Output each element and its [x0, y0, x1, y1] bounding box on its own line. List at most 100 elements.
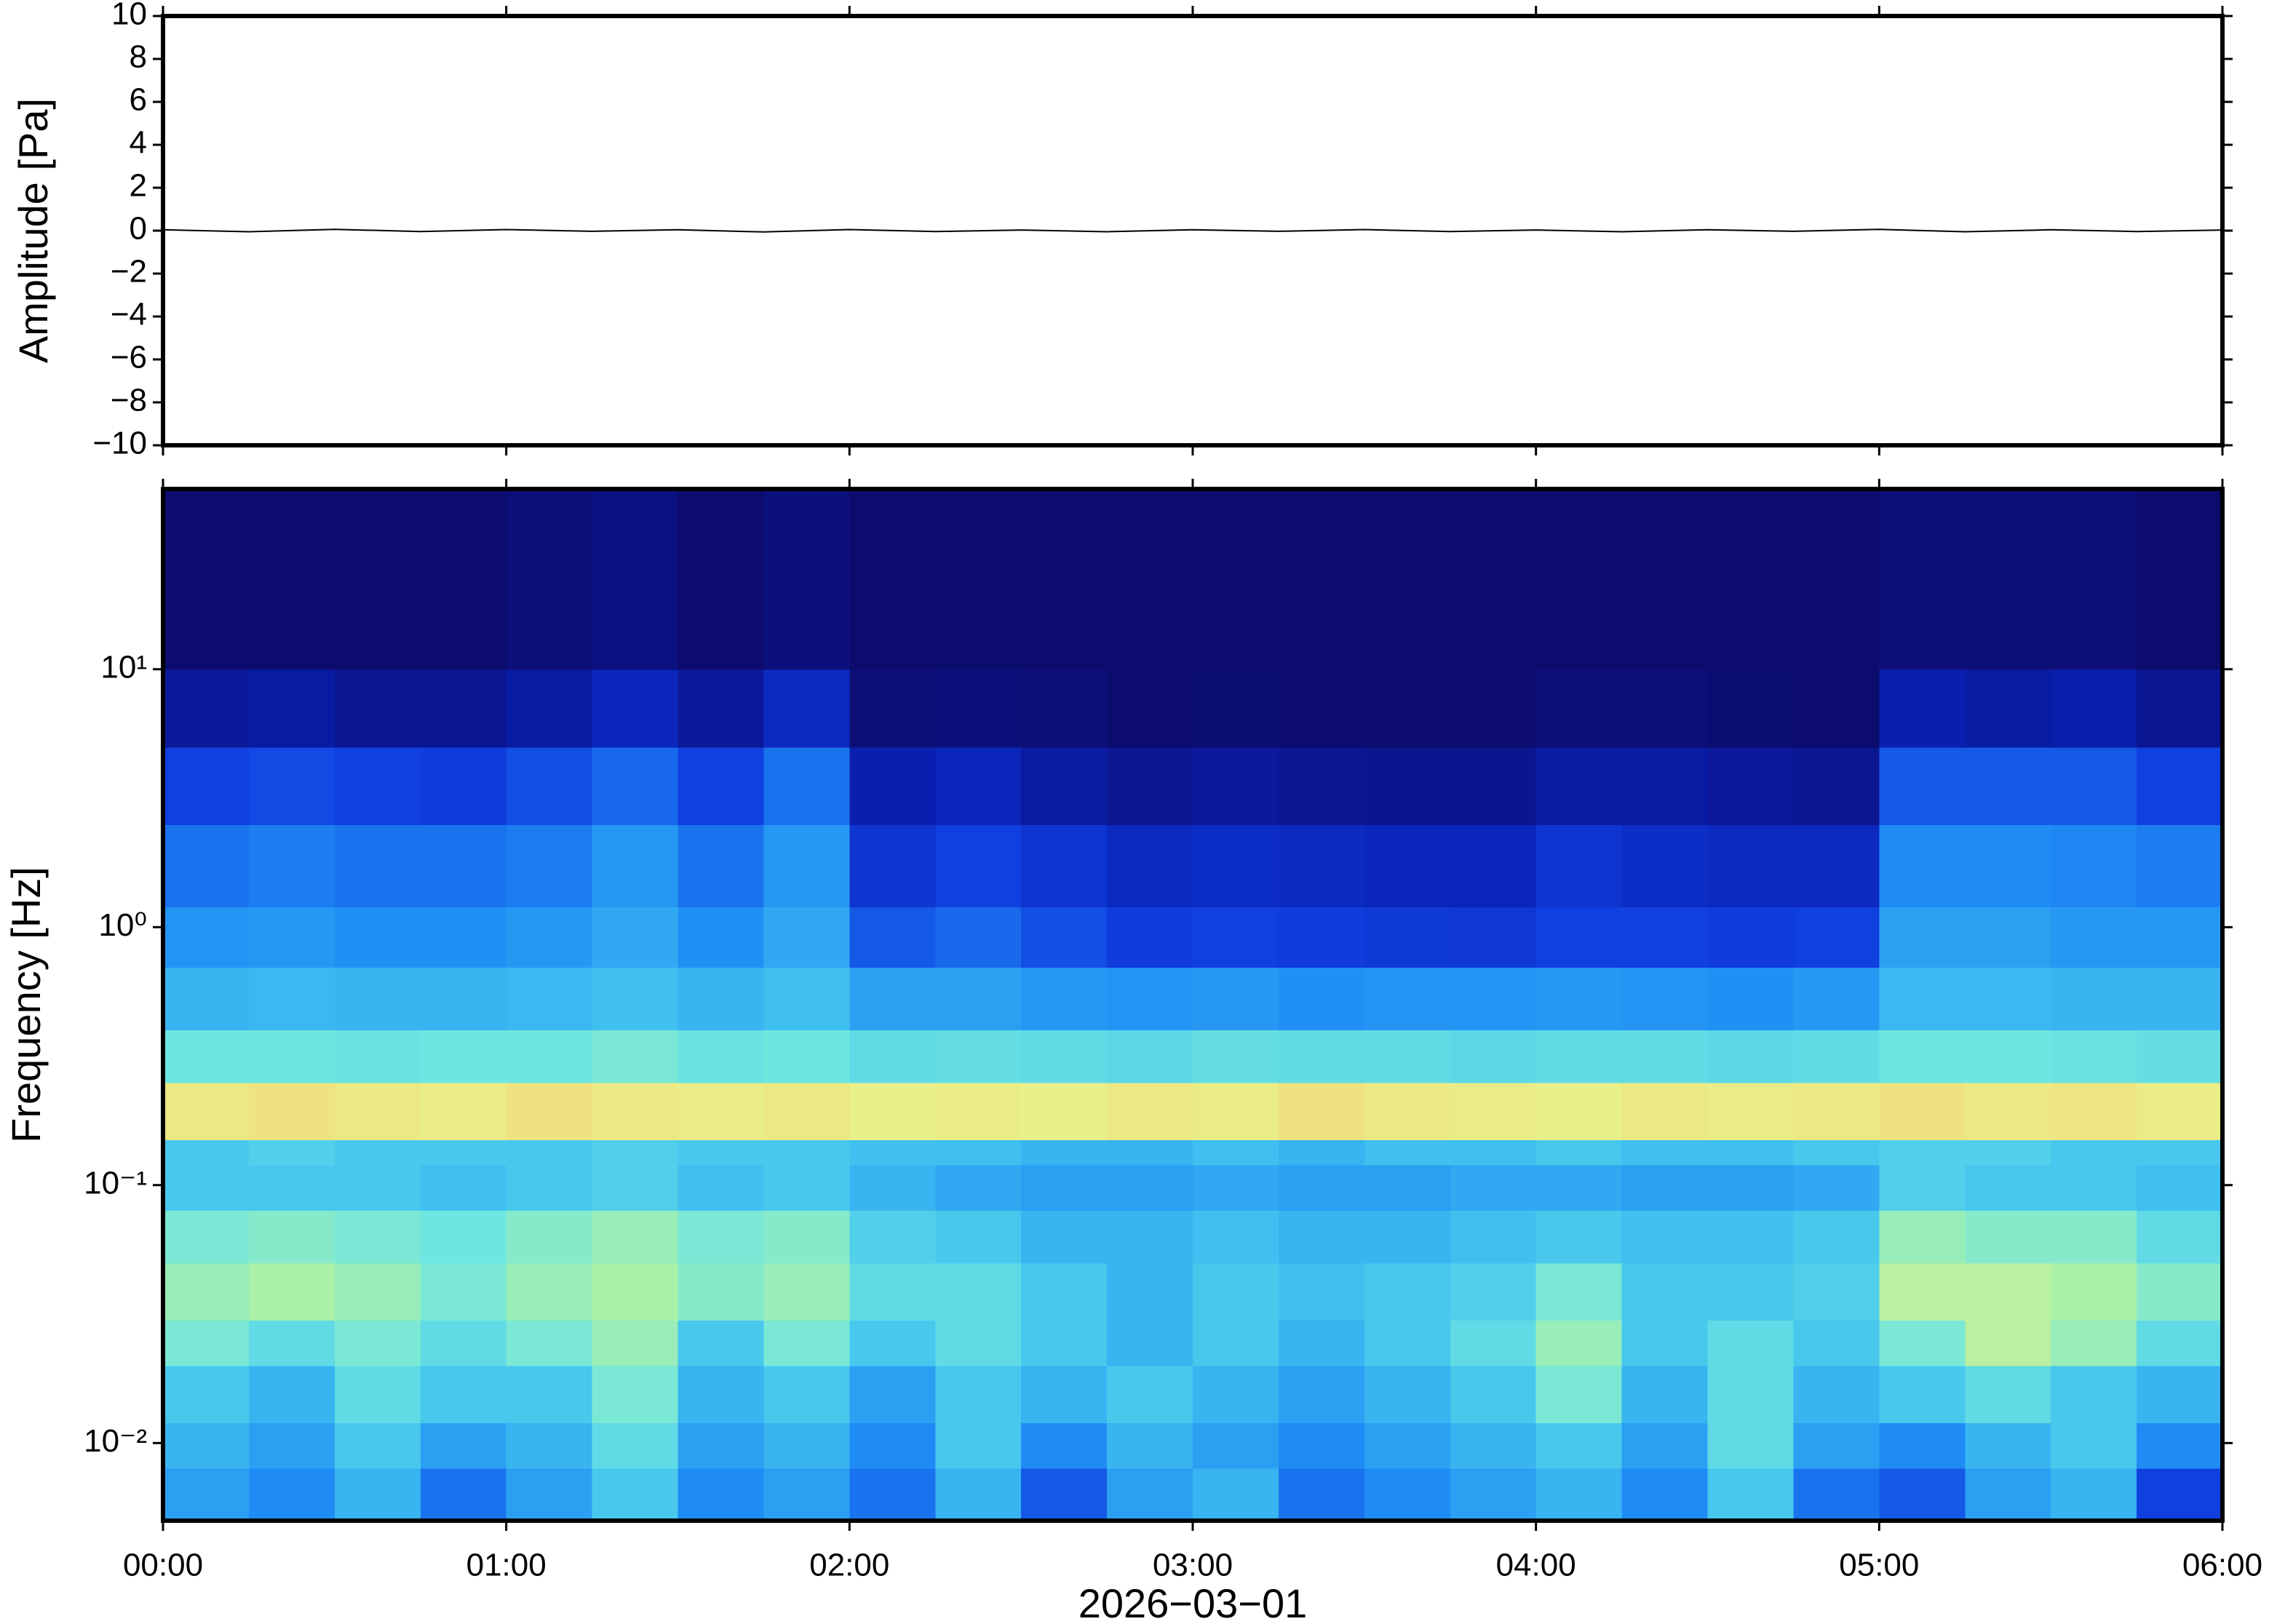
waveform [162, 228, 2223, 233]
spectrogram-cell [592, 1422, 679, 1469]
spectrogram-cell [1621, 669, 1709, 748]
spectrogram-cell [163, 747, 250, 826]
spectrogram-cell [849, 1164, 937, 1211]
spectrogram-cell [2051, 907, 2137, 968]
spectrogram-cell [506, 1262, 593, 1321]
spectrogram-cell [2051, 1422, 2137, 1469]
spectrogram-cell [2051, 669, 2137, 748]
spectrogram-cell [1793, 824, 1880, 908]
spectrogram-cell [763, 1139, 851, 1166]
spectrogram-cell [763, 669, 851, 748]
spectrogram-cell [1965, 1365, 2051, 1424]
spectrogram-cell [1707, 1262, 1795, 1321]
spectrogram-cell [1879, 669, 1966, 748]
spectrogram-cell [1278, 1139, 1365, 1166]
spectrogram-cell [334, 907, 421, 968]
spectrogram-cell [1278, 1262, 1365, 1321]
spectrogram-cell [1879, 489, 1966, 670]
spectrogram-cell [1965, 1164, 2051, 1211]
spectrogram-cell [592, 1365, 679, 1424]
spectrogram-cell [2137, 907, 2223, 968]
spectrogram-cell [2051, 1365, 2137, 1424]
spectrogram-cell [1879, 907, 1966, 968]
spectrogram-cell [163, 1320, 250, 1366]
spectrogram-cell [506, 907, 593, 968]
spectrogram-cell [1450, 1164, 1537, 1211]
spectrogram-cell [163, 907, 250, 968]
spectrogram-cell [1793, 669, 1880, 748]
spectrogram-cell [1364, 1468, 1451, 1521]
spectrogram-cell [2051, 1030, 2137, 1083]
spectrogram-cell [1021, 824, 1108, 908]
spectrogram-cell [763, 1082, 851, 1141]
spectrogram-cell [1278, 1320, 1365, 1366]
spectrogram-cell [420, 907, 507, 968]
spectrogram-cell [1535, 1468, 1623, 1521]
spectrogram-cell [1021, 1210, 1108, 1264]
spectrogram-cell [1707, 1030, 1795, 1083]
spectrogram-cell [935, 1320, 1022, 1366]
spectrogram-cell [334, 1365, 421, 1424]
spectrogram-cell [506, 1164, 593, 1211]
spectrogram-cell [420, 1365, 507, 1424]
spectrogram-cell [1364, 1365, 1451, 1424]
spectrogram-cell [334, 824, 421, 908]
spectrogram-cell [763, 824, 851, 908]
spectrogram-cell [1621, 1030, 1709, 1083]
spectrogram-cell [935, 1164, 1022, 1211]
spectrogram-cell [1707, 824, 1795, 908]
spectrogram-cell [677, 1468, 765, 1521]
spectrogram-cell [1278, 907, 1365, 968]
spectrogram-cell [763, 1262, 851, 1321]
spectrogram-cell [2051, 1164, 2137, 1211]
spectrogram-cell [1278, 669, 1365, 748]
spectrogram-cell [163, 669, 250, 748]
spectrogram-cell [248, 1030, 335, 1083]
spectrogram-cell [163, 1164, 250, 1211]
spectrogram-cell [763, 747, 851, 826]
spectrogram-cell [1450, 1139, 1537, 1166]
spectrogram-cell [506, 1365, 593, 1424]
spectrogram-cell [849, 1082, 937, 1141]
spectrogram-cell [248, 1365, 335, 1424]
spectrogram-cell [1793, 1030, 1880, 1083]
spectrogram-cell [1621, 1164, 1709, 1211]
spectrogram-cell [506, 669, 593, 748]
spectrogram-cell [935, 1210, 1022, 1264]
spectrogram-cell [1278, 1082, 1365, 1141]
spectrogram-cell [1535, 1139, 1623, 1166]
spectrogram-cell [1193, 1030, 1279, 1083]
spectrogram-cell [1793, 1422, 1880, 1469]
spectrogram-cell [1021, 669, 1108, 748]
spectrogram-cell [935, 1422, 1022, 1469]
y-tick-label: 8 [130, 39, 147, 75]
spectrogram-cell [592, 824, 679, 908]
spectrogram-cell [592, 1262, 679, 1321]
spectrogram-cell [2051, 1262, 2137, 1321]
spectrogram-cell [677, 1030, 765, 1083]
y-tick-label: 10⁻² [84, 1423, 147, 1459]
spectrogram-cell [677, 1320, 765, 1366]
spectrogram-cell [2137, 1262, 2223, 1321]
spectrogram-cell [1193, 669, 1279, 748]
spectrogram-cell [506, 747, 593, 826]
spectrogram-cell [1707, 907, 1795, 968]
spectrogram-cell [1021, 1082, 1108, 1141]
spectrogram-cell [506, 967, 593, 1031]
spectrogram-cell [763, 1365, 851, 1424]
spectrogram-cell [248, 1468, 335, 1521]
spectrogram-cell [849, 824, 937, 908]
spectrogram-cell [1535, 669, 1623, 748]
spectrogram-cell [1107, 1262, 1193, 1321]
spectrogram-cell [1535, 907, 1623, 968]
spectrogram-cell [1364, 669, 1451, 748]
spectrogram-cell [1621, 1082, 1709, 1141]
spectrogram-cell [1793, 1082, 1880, 1141]
spectrogram-cell [1107, 907, 1193, 968]
spectrogram-cell [1193, 1164, 1279, 1211]
spectrogram-cell [248, 907, 335, 968]
spectrogram-cell [1021, 1365, 1108, 1424]
spectrogram-cell [1193, 1210, 1279, 1264]
spectrogram-cell [1193, 489, 1279, 670]
spectrogram-cell [1107, 1365, 1193, 1424]
